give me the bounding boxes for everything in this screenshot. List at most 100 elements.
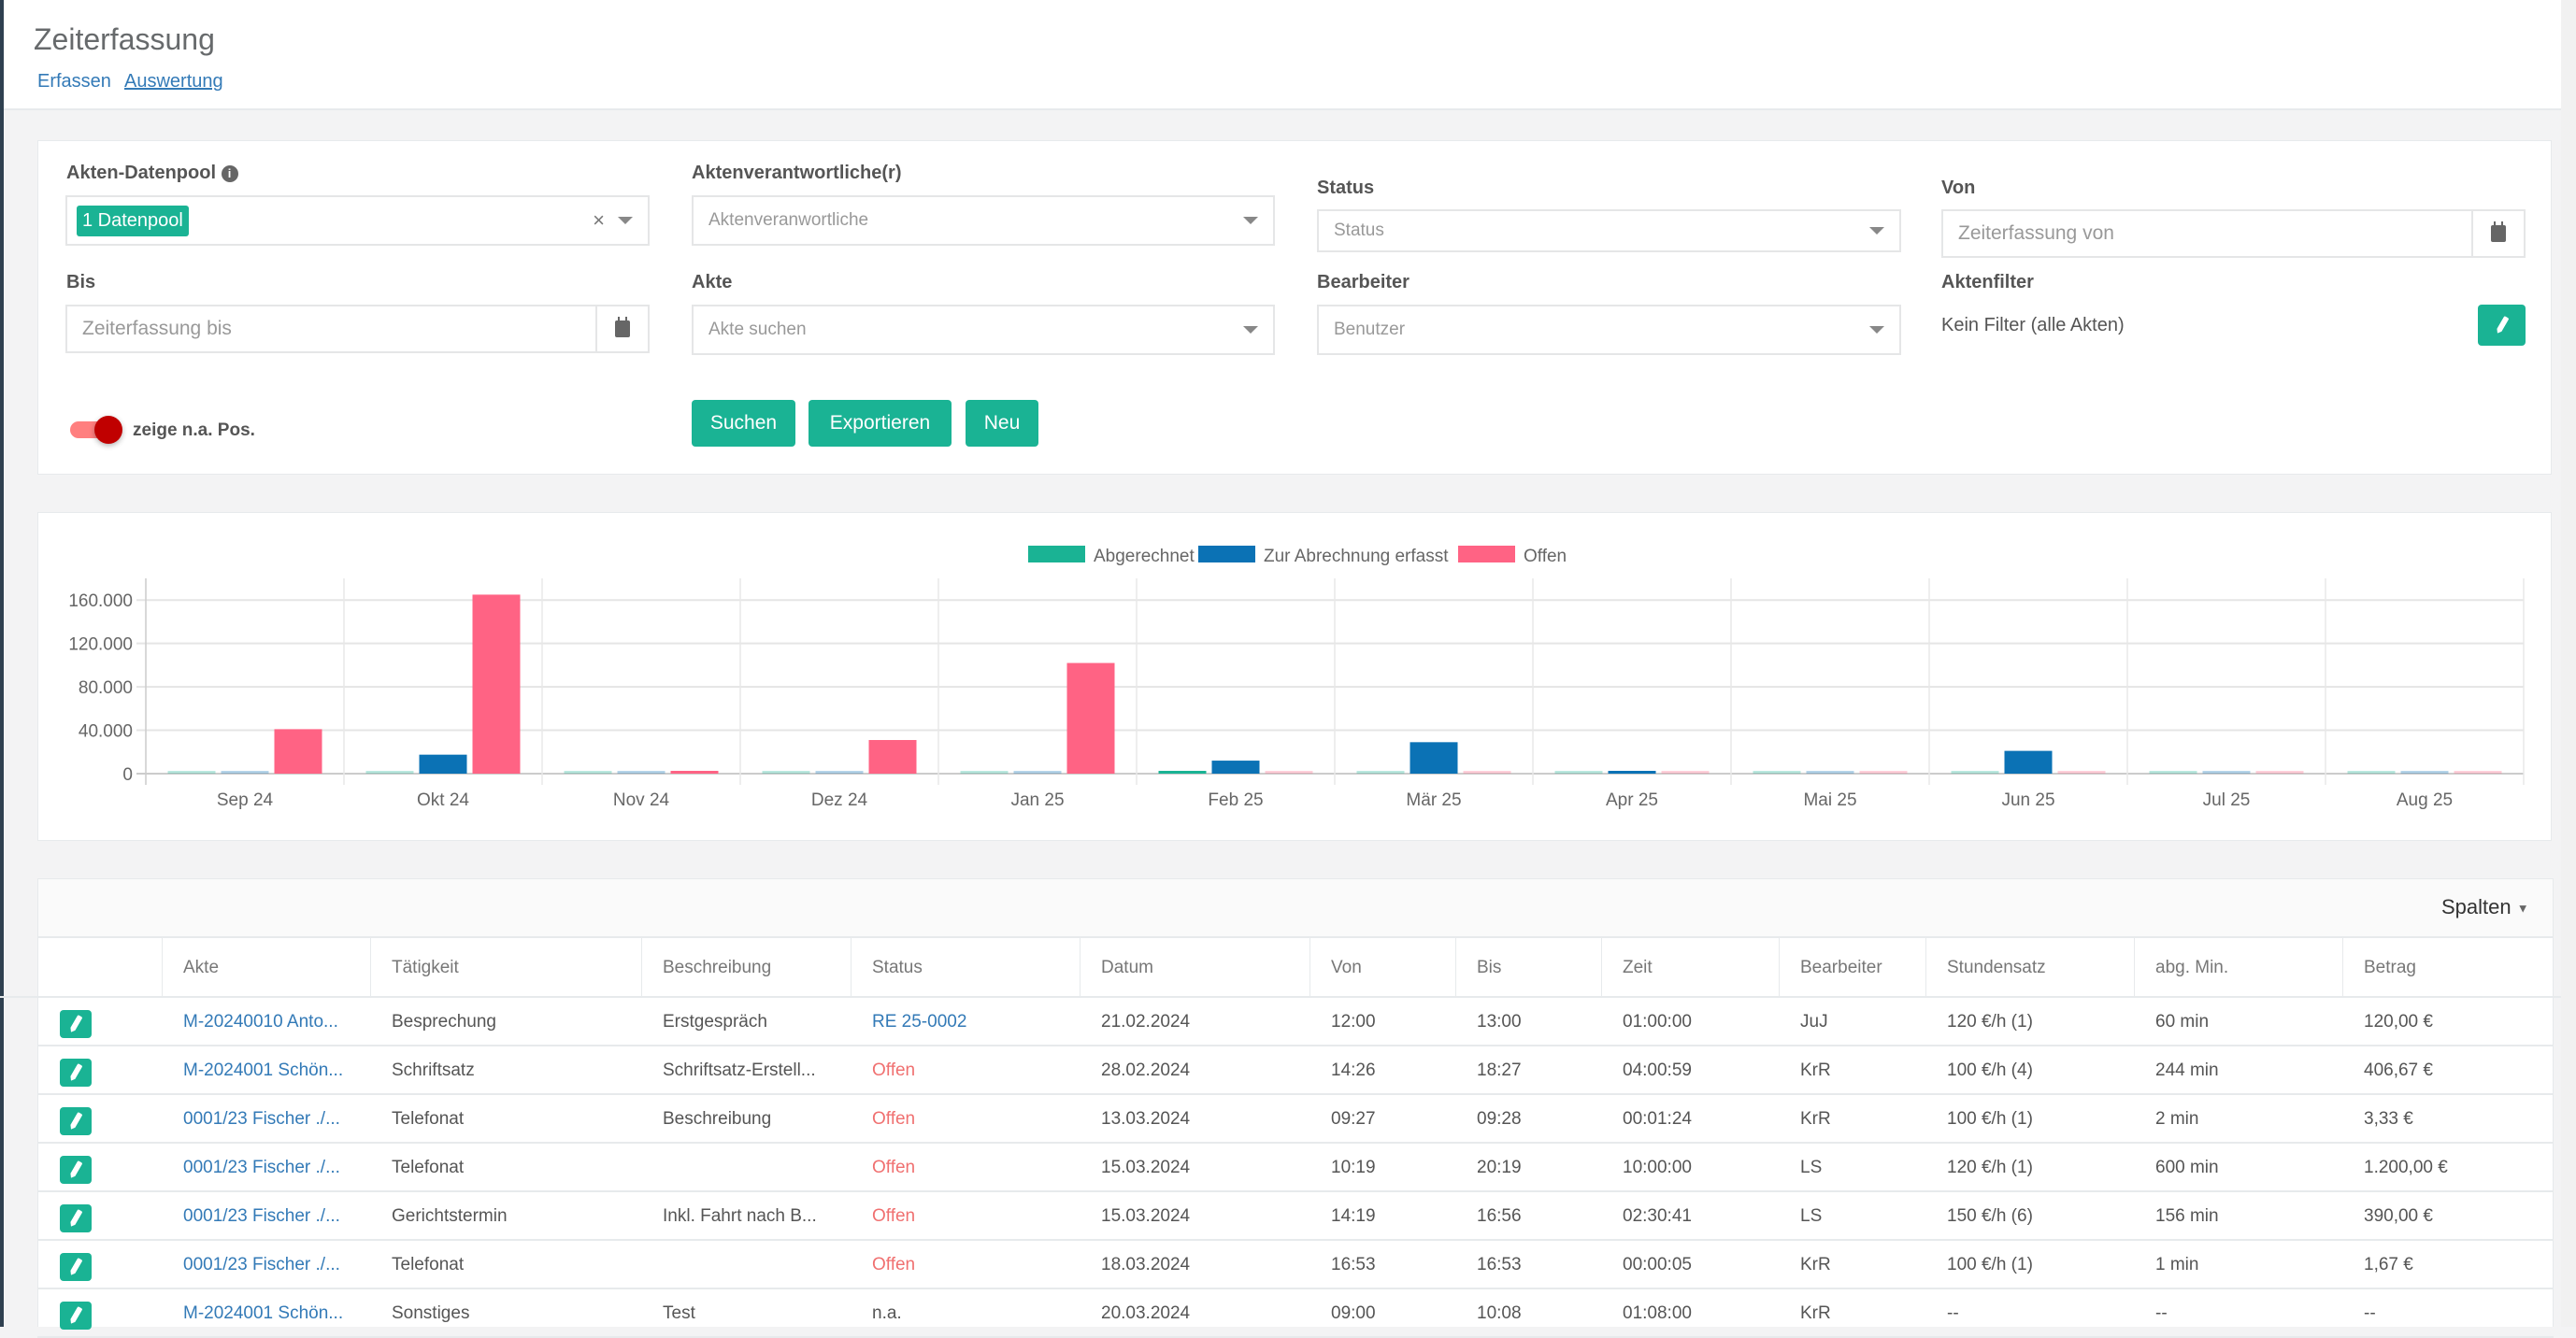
column-header[interactable]: Bis xyxy=(1456,938,1602,998)
chart-panel xyxy=(37,512,2552,841)
status-label: Status xyxy=(1317,178,1375,198)
bar-abgerechnet xyxy=(167,771,216,774)
aktenfilter-value: Kein Filter (alle Akten) xyxy=(1941,315,2125,335)
columns-dropdown[interactable]: Spalten ▼ xyxy=(2441,895,2529,919)
edit-row-button[interactable] xyxy=(60,1059,92,1087)
bar-abgerechnet xyxy=(1356,771,1405,774)
edit-row-button[interactable] xyxy=(60,1253,92,1281)
calendar-button[interactable] xyxy=(595,306,648,351)
cell: 13:00 xyxy=(1477,1012,1522,1032)
cell: Sonstiges xyxy=(392,1303,470,1323)
chevron-down-icon xyxy=(1243,217,1258,224)
cell: 100 €/h (1) xyxy=(1947,1109,2033,1129)
scrollbar[interactable] xyxy=(2561,0,2576,1327)
cell: Besprechung xyxy=(392,1012,496,1032)
datenpool-tag[interactable]: 1 Datenpool xyxy=(77,205,189,236)
bar-zur-abrechnung-erfasst xyxy=(2004,750,2053,774)
status-cell: Offen xyxy=(872,1158,916,1177)
cell: 10:08 xyxy=(1477,1303,1522,1323)
akte-link[interactable]: M-2024001 Schön... xyxy=(183,1060,344,1080)
column-header[interactable]: Tätigkeit xyxy=(371,938,642,998)
chart-labels: 0 40.000 80.000 120.000 160.000 Sep 24 Okt 24 N… xyxy=(68,591,2453,810)
cell: 100 €/h (4) xyxy=(1947,1060,2033,1080)
cell: LS xyxy=(1800,1158,1823,1177)
page-title: Zeiterfassung xyxy=(34,22,215,56)
edit-row-button[interactable] xyxy=(60,1204,92,1232)
bar-zur-abrechnung-erfasst xyxy=(2400,771,2449,774)
column-header[interactable]: Von xyxy=(1310,938,1456,998)
clear-icon[interactable]: × xyxy=(593,208,605,232)
x-tick-label: Sep 24 xyxy=(217,790,274,810)
edit-row-button[interactable] xyxy=(60,1156,92,1184)
cell: 16:56 xyxy=(1477,1206,1522,1226)
link-erfassen[interactable]: Erfassen xyxy=(37,71,111,92)
bar-zur-abrechnung-erfasst xyxy=(1211,761,1260,774)
x-tick-label: Jul 25 xyxy=(2203,790,2251,810)
table-row xyxy=(37,1144,2554,1192)
table-row xyxy=(37,1046,2554,1095)
akte-link[interactable]: 0001/23 Fischer ./... xyxy=(183,1206,340,1226)
column-header[interactable]: Zeit xyxy=(1602,938,1780,998)
cell: 21.02.2024 xyxy=(1101,1012,1191,1032)
bearbeiter-select[interactable]: Benutzer xyxy=(1317,305,1901,355)
column-header[interactable]: Akte xyxy=(163,938,371,998)
akte-link[interactable]: 0001/23 Fischer ./... xyxy=(183,1158,340,1177)
info-icon[interactable]: i xyxy=(221,164,238,182)
column-header[interactable]: Beschreibung xyxy=(642,938,852,998)
invoice-link[interactable]: RE 25-0002 xyxy=(872,1012,967,1032)
bar-zur-abrechnung-erfasst xyxy=(815,771,864,774)
cell: Telefonat xyxy=(392,1255,465,1274)
table-row xyxy=(37,998,2554,1046)
akte-link[interactable]: 0001/23 Fischer ./... xyxy=(183,1255,340,1274)
bis-placeholder: Zeiterfassung bis xyxy=(82,318,232,339)
von-placeholder: Zeiterfassung von xyxy=(1958,222,2114,244)
edit-aktenfilter-button[interactable] xyxy=(2478,305,2526,346)
chart-bars xyxy=(167,594,2502,774)
cell: 01:00:00 xyxy=(1623,1012,1692,1032)
cell: Beschreibung xyxy=(663,1109,772,1129)
column-header[interactable]: Status xyxy=(852,938,1080,998)
von-label: Von xyxy=(1941,178,1976,198)
cell: 01:08:00 xyxy=(1623,1303,1692,1323)
edit-row-button[interactable] xyxy=(60,1107,92,1135)
show-na-toggle[interactable] xyxy=(70,416,122,444)
cell: Test xyxy=(663,1303,695,1323)
x-tick-label: Dez 24 xyxy=(811,790,868,810)
cell: 12:00 xyxy=(1331,1012,1376,1032)
cell: 16:53 xyxy=(1477,1255,1522,1274)
aktenverantwortliche-select[interactable]: Aktenveranwortliche xyxy=(692,195,1275,246)
bar-zur-abrechnung-erfasst xyxy=(1410,742,1458,774)
akte-link[interactable]: 0001/23 Fischer ./... xyxy=(183,1109,340,1129)
chevron-down-icon xyxy=(1243,326,1258,334)
datenpool-select[interactable]: 1 Datenpool × xyxy=(65,195,650,246)
y-tick-label: 160.000 xyxy=(68,591,133,611)
bar-abgerechnet xyxy=(1158,771,1207,774)
status-select[interactable]: Status xyxy=(1317,209,1901,252)
cell: 28.02.2024 xyxy=(1101,1060,1191,1080)
cell: 14:19 xyxy=(1331,1206,1376,1226)
column-header[interactable]: Datum xyxy=(1080,938,1310,998)
column-header[interactable]: Bearbeiter xyxy=(1780,938,1926,998)
akte-link[interactable]: M-20240010 Anto... xyxy=(183,1012,338,1032)
akte-link[interactable]: M-2024001 Schön... xyxy=(183,1303,344,1323)
cell: -- xyxy=(2364,1303,2376,1323)
export-button[interactable]: Exportieren xyxy=(809,400,952,447)
cell: 20:19 xyxy=(1477,1158,1522,1177)
datenpool-label: Akten-Datenpool i xyxy=(66,163,238,184)
column-header[interactable]: abg. Min. xyxy=(2135,938,2343,998)
chevron-down-icon xyxy=(1869,326,1884,334)
bis-date-input[interactable]: Zeiterfassung bis xyxy=(65,305,650,353)
link-auswertung[interactable]: Auswertung xyxy=(124,71,223,92)
cell: 600 min xyxy=(2155,1158,2219,1177)
pencil-icon xyxy=(68,1063,82,1082)
calendar-button[interactable] xyxy=(2471,211,2524,256)
column-header[interactable]: Stundensatz xyxy=(1926,938,2135,998)
akte-select[interactable]: Akte suchen xyxy=(692,305,1275,355)
column-header[interactable]: Betrag xyxy=(2343,938,2554,998)
edit-row-button[interactable] xyxy=(60,1010,92,1038)
von-date-input[interactable]: Zeiterfassung von xyxy=(1941,209,2526,258)
search-button[interactable]: Suchen xyxy=(692,400,795,447)
bar-abgerechnet xyxy=(1951,771,1999,774)
new-button[interactable]: Neu xyxy=(966,400,1038,447)
edit-row-button[interactable] xyxy=(60,1302,92,1330)
